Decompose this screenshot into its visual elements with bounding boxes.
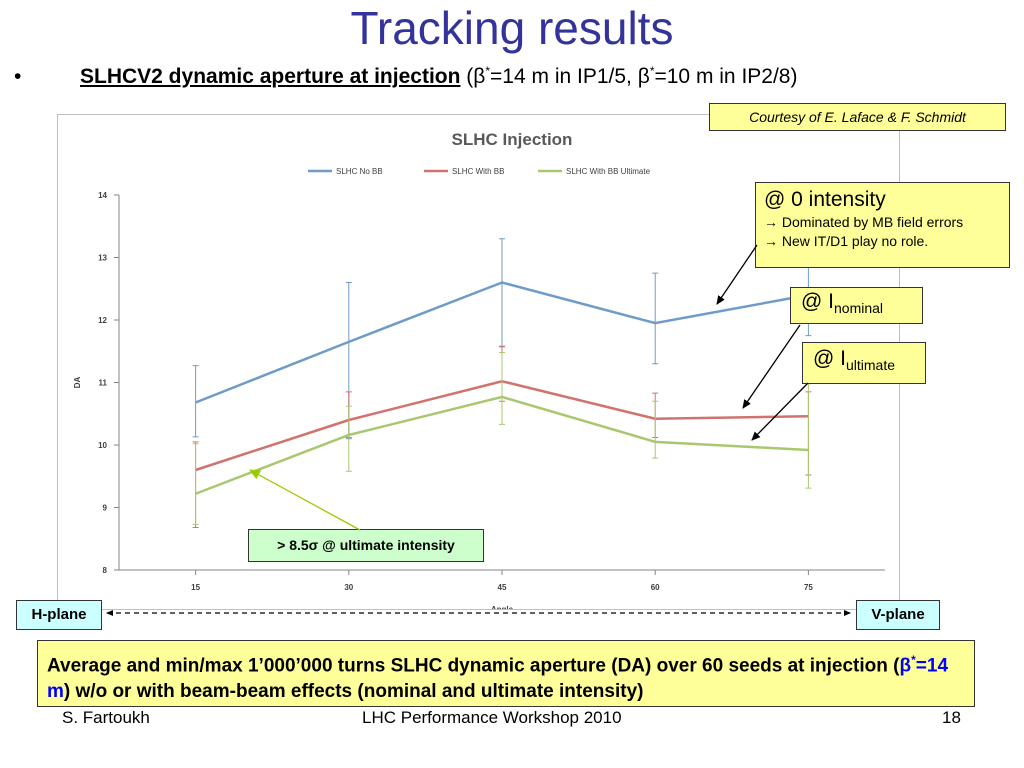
nominal-prefix: @ I: [801, 290, 834, 313]
zero-intensity-line1: → Dominated by MB field errors: [764, 214, 964, 230]
x-tick-label: 30: [344, 583, 353, 592]
legend-label: SLHC With BB Ultimate: [566, 167, 651, 176]
beta-star: *: [485, 64, 491, 78]
subtitle-open: (: [466, 65, 474, 88]
ultimate-prefix: @ I: [813, 347, 846, 370]
legend-label: SLHC No BB: [336, 167, 383, 176]
y-tick-label: 13: [98, 254, 107, 263]
summary-text-1: Average and min/max 1’000’000 turns SLHC…: [47, 655, 900, 677]
x-tick-label: 15: [191, 583, 200, 592]
x-tick-label: 45: [498, 583, 507, 592]
h-plane-label: H-plane: [16, 600, 102, 630]
bullet-line: • SLHCV2 dynamic aperture at injection (β…: [14, 64, 1014, 89]
zero-intensity-title: @ 0 intensity: [764, 188, 886, 211]
summary-box: Average and min/max 1’000’000 turns SLHC…: [37, 640, 975, 707]
y-tick-label: 12: [98, 316, 107, 325]
summary-beta: β: [899, 655, 912, 677]
bullet-dot: •: [14, 65, 22, 88]
v-plane-label: V-plane: [856, 600, 940, 630]
x-tick-label: 75: [804, 583, 813, 592]
summary-beta-star: *: [911, 653, 916, 667]
nominal-intensity-note: @ Inominal: [790, 287, 923, 324]
slide-title: Tracking results: [350, 2, 674, 54]
summary-text-2: ) w/o or with beam-beam effects (nominal…: [63, 681, 644, 703]
y-tick-label: 8: [103, 566, 108, 575]
footer-page-number: 18: [942, 708, 961, 727]
subtitle-end: =10 m in IP2/8): [654, 65, 798, 88]
x-tick-label: 60: [651, 583, 660, 592]
ultimate-subscript: ultimate: [846, 357, 896, 374]
y-tick-label: 9: [103, 504, 108, 513]
courtesy-note: Courtesy of E. Laface & F. Schmidt: [709, 103, 1006, 131]
beta-symbol-2: β: [637, 65, 650, 88]
beta-symbol: β: [473, 65, 486, 88]
y-axis-label: DA: [73, 377, 82, 389]
x-axis-label: Angle: [491, 605, 514, 609]
y-tick-label: 14: [98, 191, 107, 200]
series-line: [195, 281, 809, 404]
ultimate-threshold-note: > 8.5σ @ ultimate intensity: [248, 529, 484, 562]
beta-star-2: *: [649, 64, 655, 78]
bullet-heading: SLHCV2 dynamic aperture at injection: [80, 65, 461, 88]
zero-intensity-line2: → New IT/D1 play no role.: [764, 233, 929, 249]
footer-event: LHC Performance Workshop 2010: [362, 708, 622, 727]
legend-label: SLHC With BB: [452, 167, 504, 176]
nominal-subscript: nominal: [834, 300, 884, 317]
chart-title: SLHC Injection: [452, 130, 573, 149]
subtitle-mid: =14 m in IP1/5,: [490, 65, 638, 88]
y-tick-label: 10: [98, 441, 107, 450]
footer-author: S. Fartoukh: [62, 708, 150, 727]
summary-beta-value: =14 m: [47, 655, 949, 703]
zero-intensity-note: @ 0 intensity → Dominated by MB field er…: [755, 182, 1010, 268]
y-tick-label: 11: [99, 379, 108, 388]
series-line: [195, 395, 809, 495]
ultimate-intensity-note: @ Iultimate: [802, 342, 926, 384]
